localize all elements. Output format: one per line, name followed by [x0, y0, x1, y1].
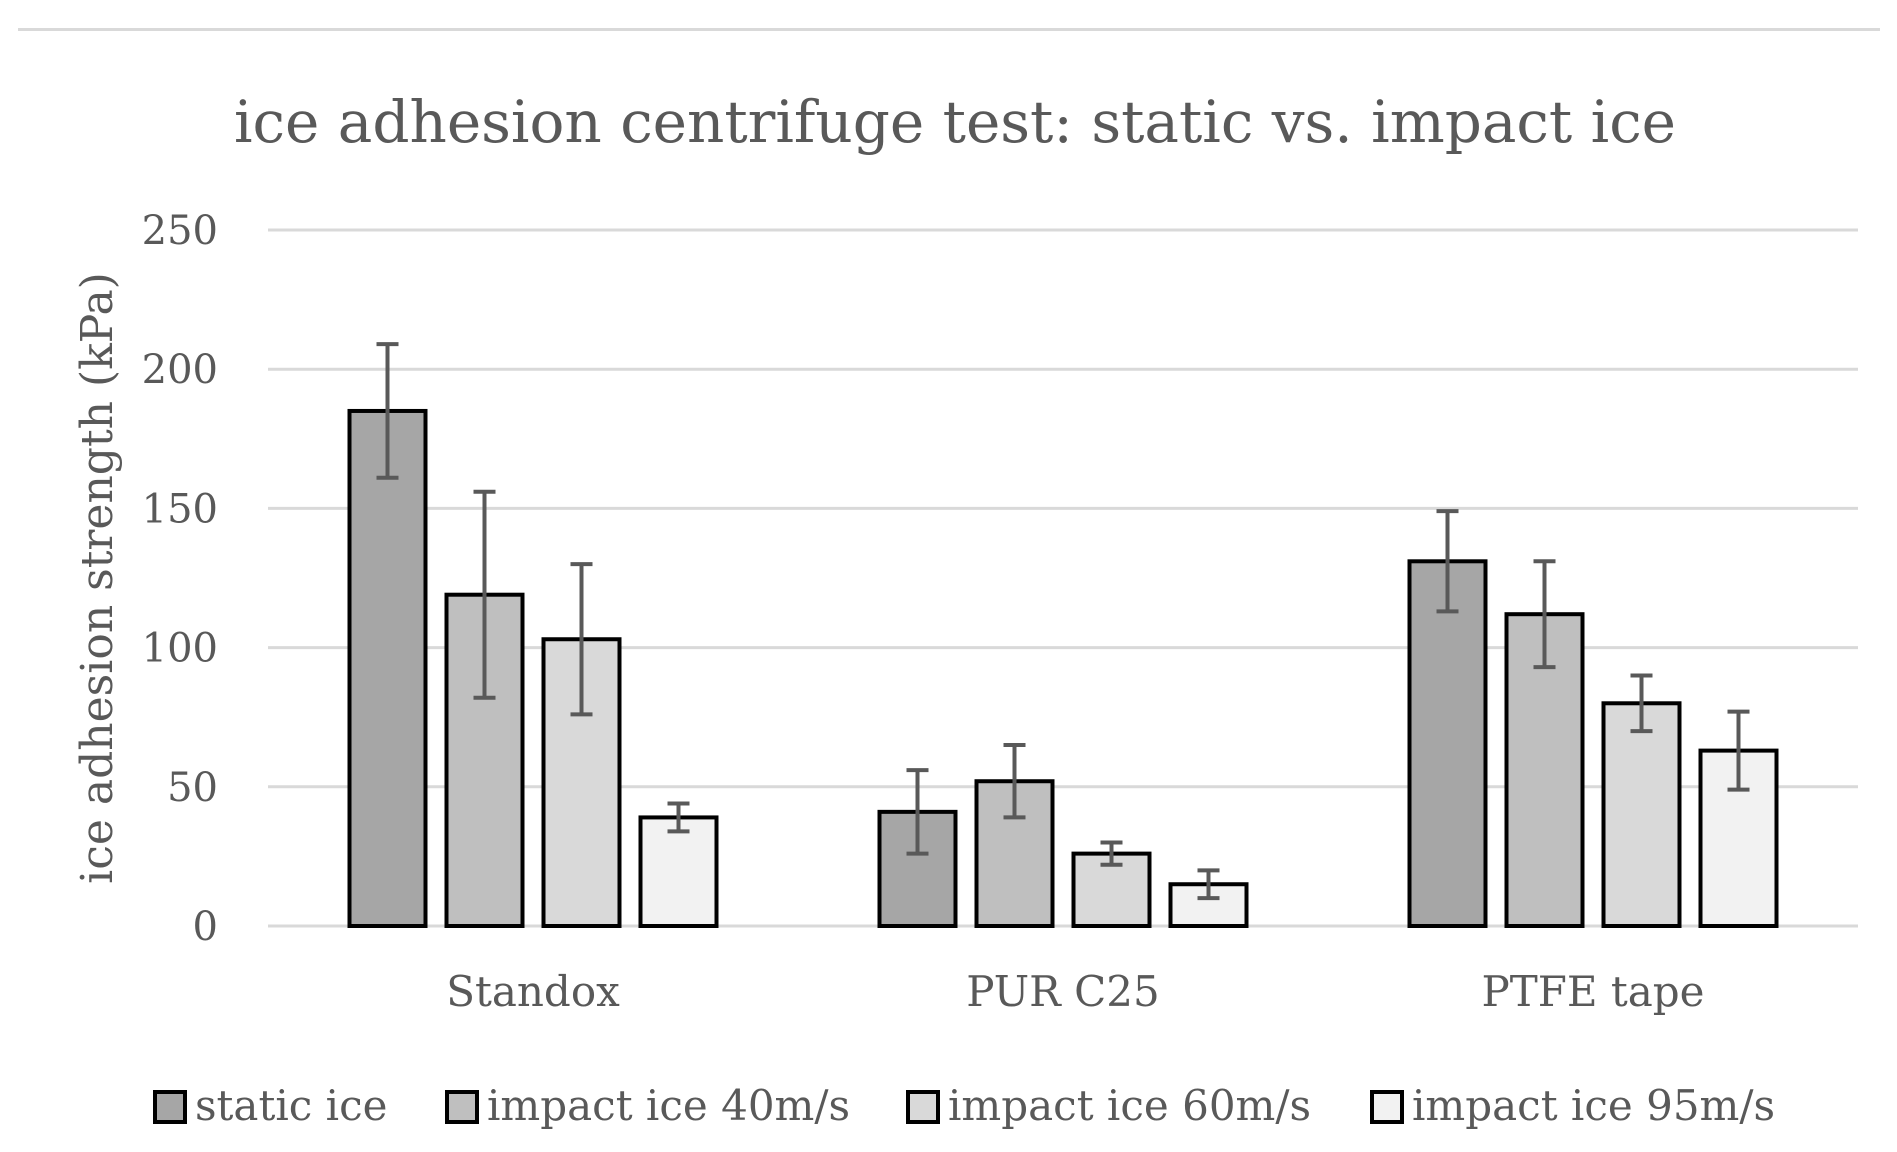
category-label: PTFE tape — [1481, 967, 1704, 1016]
legend-swatch — [1370, 1090, 1404, 1124]
error-bars — [376, 342, 1750, 901]
legend-swatch — [153, 1090, 187, 1124]
legend-label: impact ice 60m/s — [948, 1081, 1311, 1130]
error-bar — [473, 489, 496, 700]
y-axis-label: ice adhesion strength (kPa) — [72, 272, 123, 884]
legend-label: impact ice 40m/s — [487, 1081, 850, 1130]
legend-label: static ice — [195, 1081, 387, 1130]
error-bar — [1003, 743, 1026, 820]
bar-ptfe-tape-series-0 — [1407, 559, 1488, 929]
y-tick-label: 50 — [167, 765, 218, 811]
y-tick-label: 200 — [142, 347, 218, 393]
y-tick-label: 150 — [142, 486, 218, 532]
error-bar — [906, 768, 929, 856]
category-labels: Standox PUR C25 PTFE tape — [446, 967, 1704, 1016]
error-bar — [376, 342, 399, 480]
category-label: PUR C25 — [966, 967, 1159, 1016]
y-tick-label: 250 — [142, 208, 218, 254]
top-divider — [18, 28, 1880, 31]
error-bar — [570, 562, 593, 717]
error-bar — [1727, 709, 1750, 792]
legend-swatch — [906, 1090, 940, 1124]
legend-item-3: impact ice 95m/s — [1370, 1081, 1775, 1130]
error-bar — [667, 801, 690, 834]
bars — [347, 408, 1779, 929]
error-bar — [1630, 673, 1653, 734]
legend-item-2: impact ice 60m/s — [906, 1081, 1311, 1130]
bar-standox-series-0 — [347, 408, 428, 928]
legend-item-1: impact ice 40m/s — [445, 1081, 850, 1130]
y-tick-label: 0 — [193, 904, 218, 950]
gridlines — [268, 228, 1858, 928]
error-bar — [1436, 509, 1459, 614]
bar-ptfe-tape-series-2 — [1601, 701, 1682, 929]
legend-label: impact ice 95m/s — [1412, 1081, 1775, 1130]
legend-swatch — [445, 1090, 479, 1124]
chart-title: ice adhesion centrifuge test: static vs.… — [234, 88, 1676, 156]
y-tick-label: 100 — [142, 626, 218, 672]
y-axis-ticks: 0 50 100 150 200 250 — [142, 208, 218, 950]
legend-item-0: static ice — [153, 1081, 387, 1130]
bar-standox-series-3 — [638, 815, 719, 929]
legend: static ice impact ice 40m/s impact ice 60m… — [153, 1081, 1775, 1130]
error-bar — [1197, 868, 1220, 901]
error-bar — [1533, 559, 1556, 670]
error-bar — [1100, 840, 1123, 867]
category-label: Standox — [446, 967, 620, 1016]
